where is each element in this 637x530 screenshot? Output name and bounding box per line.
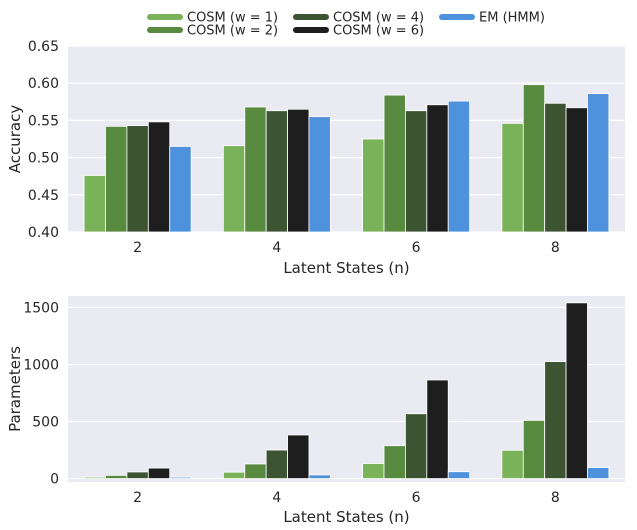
bar: [105, 125, 128, 233]
bar: [522, 419, 546, 479]
y-tick-label: 0.45: [28, 188, 59, 204]
bar: [544, 361, 567, 479]
y-tick-label: 0.50: [28, 151, 59, 167]
legend-label: COSM (w = 4): [333, 11, 424, 26]
bar: [265, 110, 288, 233]
bar: [287, 434, 310, 479]
bar: [83, 476, 106, 479]
x-axis-label: Latent States (n): [283, 259, 409, 277]
legend-label: COSM (w = 2): [187, 24, 278, 39]
bar: [147, 467, 171, 479]
bar: [169, 146, 192, 233]
y-tick-label: 0: [50, 472, 59, 488]
x-tick-label: 4: [272, 240, 281, 256]
bar: [222, 145, 246, 233]
x-tick-label: 6: [412, 240, 421, 256]
legend: COSM (w = 1)COSM (w = 2) COSM (w = 4)COSM…: [147, 11, 545, 39]
bar: [362, 138, 385, 233]
bar: [83, 175, 106, 233]
accuracy-chart: 0.40 0.45 0.50 0.55 0.60 0.65 2 4 6 8 Latent State…: [6, 39, 625, 277]
y-tick-label: 0.55: [28, 113, 59, 129]
x-tick-label: 8: [551, 490, 560, 506]
bar: [405, 110, 428, 233]
bar: [447, 100, 471, 233]
y-axis-label: Accuracy: [6, 105, 24, 174]
bar: [383, 94, 406, 233]
y-tick-label: 500: [32, 415, 59, 431]
bar: [308, 474, 331, 479]
parameters-chart: 0 500 1000 1500 2 4 6 8 Latent States (n) Paramet…: [6, 296, 625, 526]
x-tick-label: 2: [133, 490, 142, 506]
bar: [426, 379, 449, 479]
bar: [147, 121, 171, 233]
x-tick-label: 6: [412, 490, 421, 506]
bar: [126, 125, 149, 233]
bar: [587, 93, 610, 233]
y-tick-label: 0.40: [28, 225, 59, 241]
x-tick-label: 8: [551, 240, 560, 256]
x-axis-label: Latent States (n): [283, 508, 409, 526]
y-tick-label: 0.60: [28, 76, 59, 92]
bar: [265, 449, 288, 479]
bar: [501, 449, 524, 479]
bar: [362, 463, 385, 479]
bar: [105, 474, 128, 479]
bar: [244, 463, 267, 479]
legend-label: EM (HMM): [479, 11, 545, 26]
bar: [222, 471, 246, 479]
bar: [287, 108, 310, 233]
x-tick-label: 2: [133, 240, 142, 256]
y-tick-label: 0.65: [28, 39, 59, 55]
bar: [447, 471, 471, 479]
bar: [565, 302, 588, 479]
bar: [308, 116, 331, 233]
bar: [587, 467, 610, 479]
x-tick-label: 4: [272, 490, 281, 506]
bar: [565, 107, 588, 233]
bar: [126, 471, 149, 479]
y-tick-label: 1500: [23, 300, 59, 316]
bar: [383, 445, 406, 479]
bar: [426, 104, 449, 233]
y-tick-label: 1000: [23, 357, 59, 373]
bar: [522, 84, 546, 233]
bar: [169, 476, 192, 479]
bar: [501, 122, 524, 233]
legend-label: COSM (w = 1): [187, 11, 278, 26]
bar: [244, 106, 267, 233]
legend-label: COSM (w = 6): [333, 24, 424, 39]
bar: [544, 102, 567, 233]
bar: [405, 413, 428, 479]
y-axis-label: Parameters: [6, 346, 24, 432]
